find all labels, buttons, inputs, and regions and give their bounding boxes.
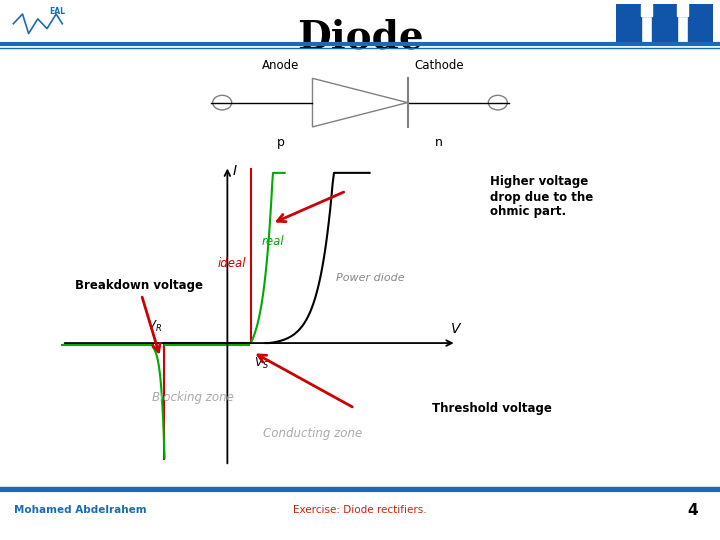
Text: EAL: EAL bbox=[50, 6, 66, 16]
Bar bbox=[652, 16, 677, 43]
Text: Mohamed Abdelrahem: Mohamed Abdelrahem bbox=[14, 505, 147, 515]
Text: I: I bbox=[233, 164, 237, 178]
Text: p: p bbox=[277, 136, 284, 148]
Text: Cathode: Cathode bbox=[415, 59, 464, 72]
Text: real: real bbox=[261, 235, 284, 248]
Polygon shape bbox=[312, 78, 408, 127]
Text: Diode: Diode bbox=[297, 19, 423, 57]
Text: 4: 4 bbox=[688, 503, 698, 518]
Bar bbox=[677, 4, 688, 16]
Circle shape bbox=[488, 95, 508, 110]
Text: Blocking zone: Blocking zone bbox=[153, 391, 234, 404]
Text: Threshold voltage: Threshold voltage bbox=[432, 402, 552, 415]
Circle shape bbox=[212, 95, 232, 110]
Text: Conducting zone: Conducting zone bbox=[263, 427, 362, 440]
Text: ideal: ideal bbox=[217, 257, 246, 270]
Text: Exercise: Diode rectifiers.: Exercise: Diode rectifiers. bbox=[293, 505, 427, 515]
Text: V: V bbox=[451, 322, 461, 336]
Text: $V_R$: $V_R$ bbox=[147, 319, 161, 334]
Text: $V_S$: $V_S$ bbox=[254, 356, 269, 371]
Bar bbox=[688, 16, 713, 43]
Text: n: n bbox=[436, 136, 443, 148]
Bar bbox=[641, 4, 652, 16]
Text: Breakdown voltage: Breakdown voltage bbox=[75, 279, 202, 352]
Text: Higher voltage
drop due to the
ohmic part.: Higher voltage drop due to the ohmic par… bbox=[490, 176, 593, 219]
Bar bbox=[616, 4, 713, 16]
Text: Power diode: Power diode bbox=[336, 273, 404, 283]
Text: Anode: Anode bbox=[262, 59, 300, 72]
Bar bbox=[616, 16, 641, 43]
